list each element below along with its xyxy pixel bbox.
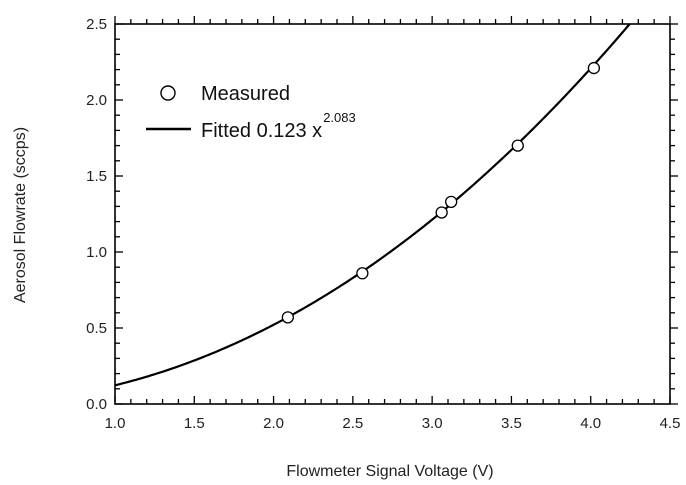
y-axis-title: Aerosol Flowrate (sccps) xyxy=(12,127,29,303)
legend-marker-measured xyxy=(160,85,176,101)
y-axis: 0.0 0.5 1.0 1.5 2.0 2.5 xyxy=(86,16,678,413)
y-tick-label: 1.0 xyxy=(86,244,107,261)
x-axis: 1.0 1.5 2.0 2.5 3.0 3.5 4.0 4.5 xyxy=(105,16,681,432)
x-tick-label: 3.0 xyxy=(422,415,443,432)
x-tick-label: 3.5 xyxy=(501,415,522,432)
legend-label-fitted: Fitted 0.123 x xyxy=(201,120,322,142)
plot-frame xyxy=(114,23,671,405)
x-tick-label: 2.5 xyxy=(342,415,363,432)
measured-point xyxy=(281,311,294,324)
series-layer xyxy=(114,23,631,387)
legend: Measured Fitted 0.123 x2.083 xyxy=(146,83,356,142)
y-tick-label: 2.5 xyxy=(86,16,107,33)
x-tick-label: 2.0 xyxy=(263,415,284,432)
y-tick-label: 0.5 xyxy=(86,320,107,337)
x-axis-title: Flowmeter Signal Voltage (V) xyxy=(286,463,493,480)
fitted-curve xyxy=(114,23,631,387)
x-tick-label: 4.5 xyxy=(660,415,681,432)
legend-label-measured: Measured xyxy=(201,83,290,105)
legend-label-fitted-exponent: 2.083 xyxy=(323,110,356,125)
measured-point xyxy=(356,267,369,280)
x-tick-label: 4.0 xyxy=(580,415,601,432)
y-tick-label: 0.0 xyxy=(86,396,107,413)
measured-point xyxy=(587,61,601,75)
y-tick-label: 2.0 xyxy=(86,92,107,109)
measured-point xyxy=(511,139,524,152)
x-tick-label: 1.5 xyxy=(184,415,205,432)
plot-area xyxy=(114,23,671,405)
measured-point xyxy=(445,195,458,208)
measured-point xyxy=(435,206,448,219)
y-tick-label: 1.5 xyxy=(86,168,107,185)
x-tick-label: 1.0 xyxy=(105,415,126,432)
